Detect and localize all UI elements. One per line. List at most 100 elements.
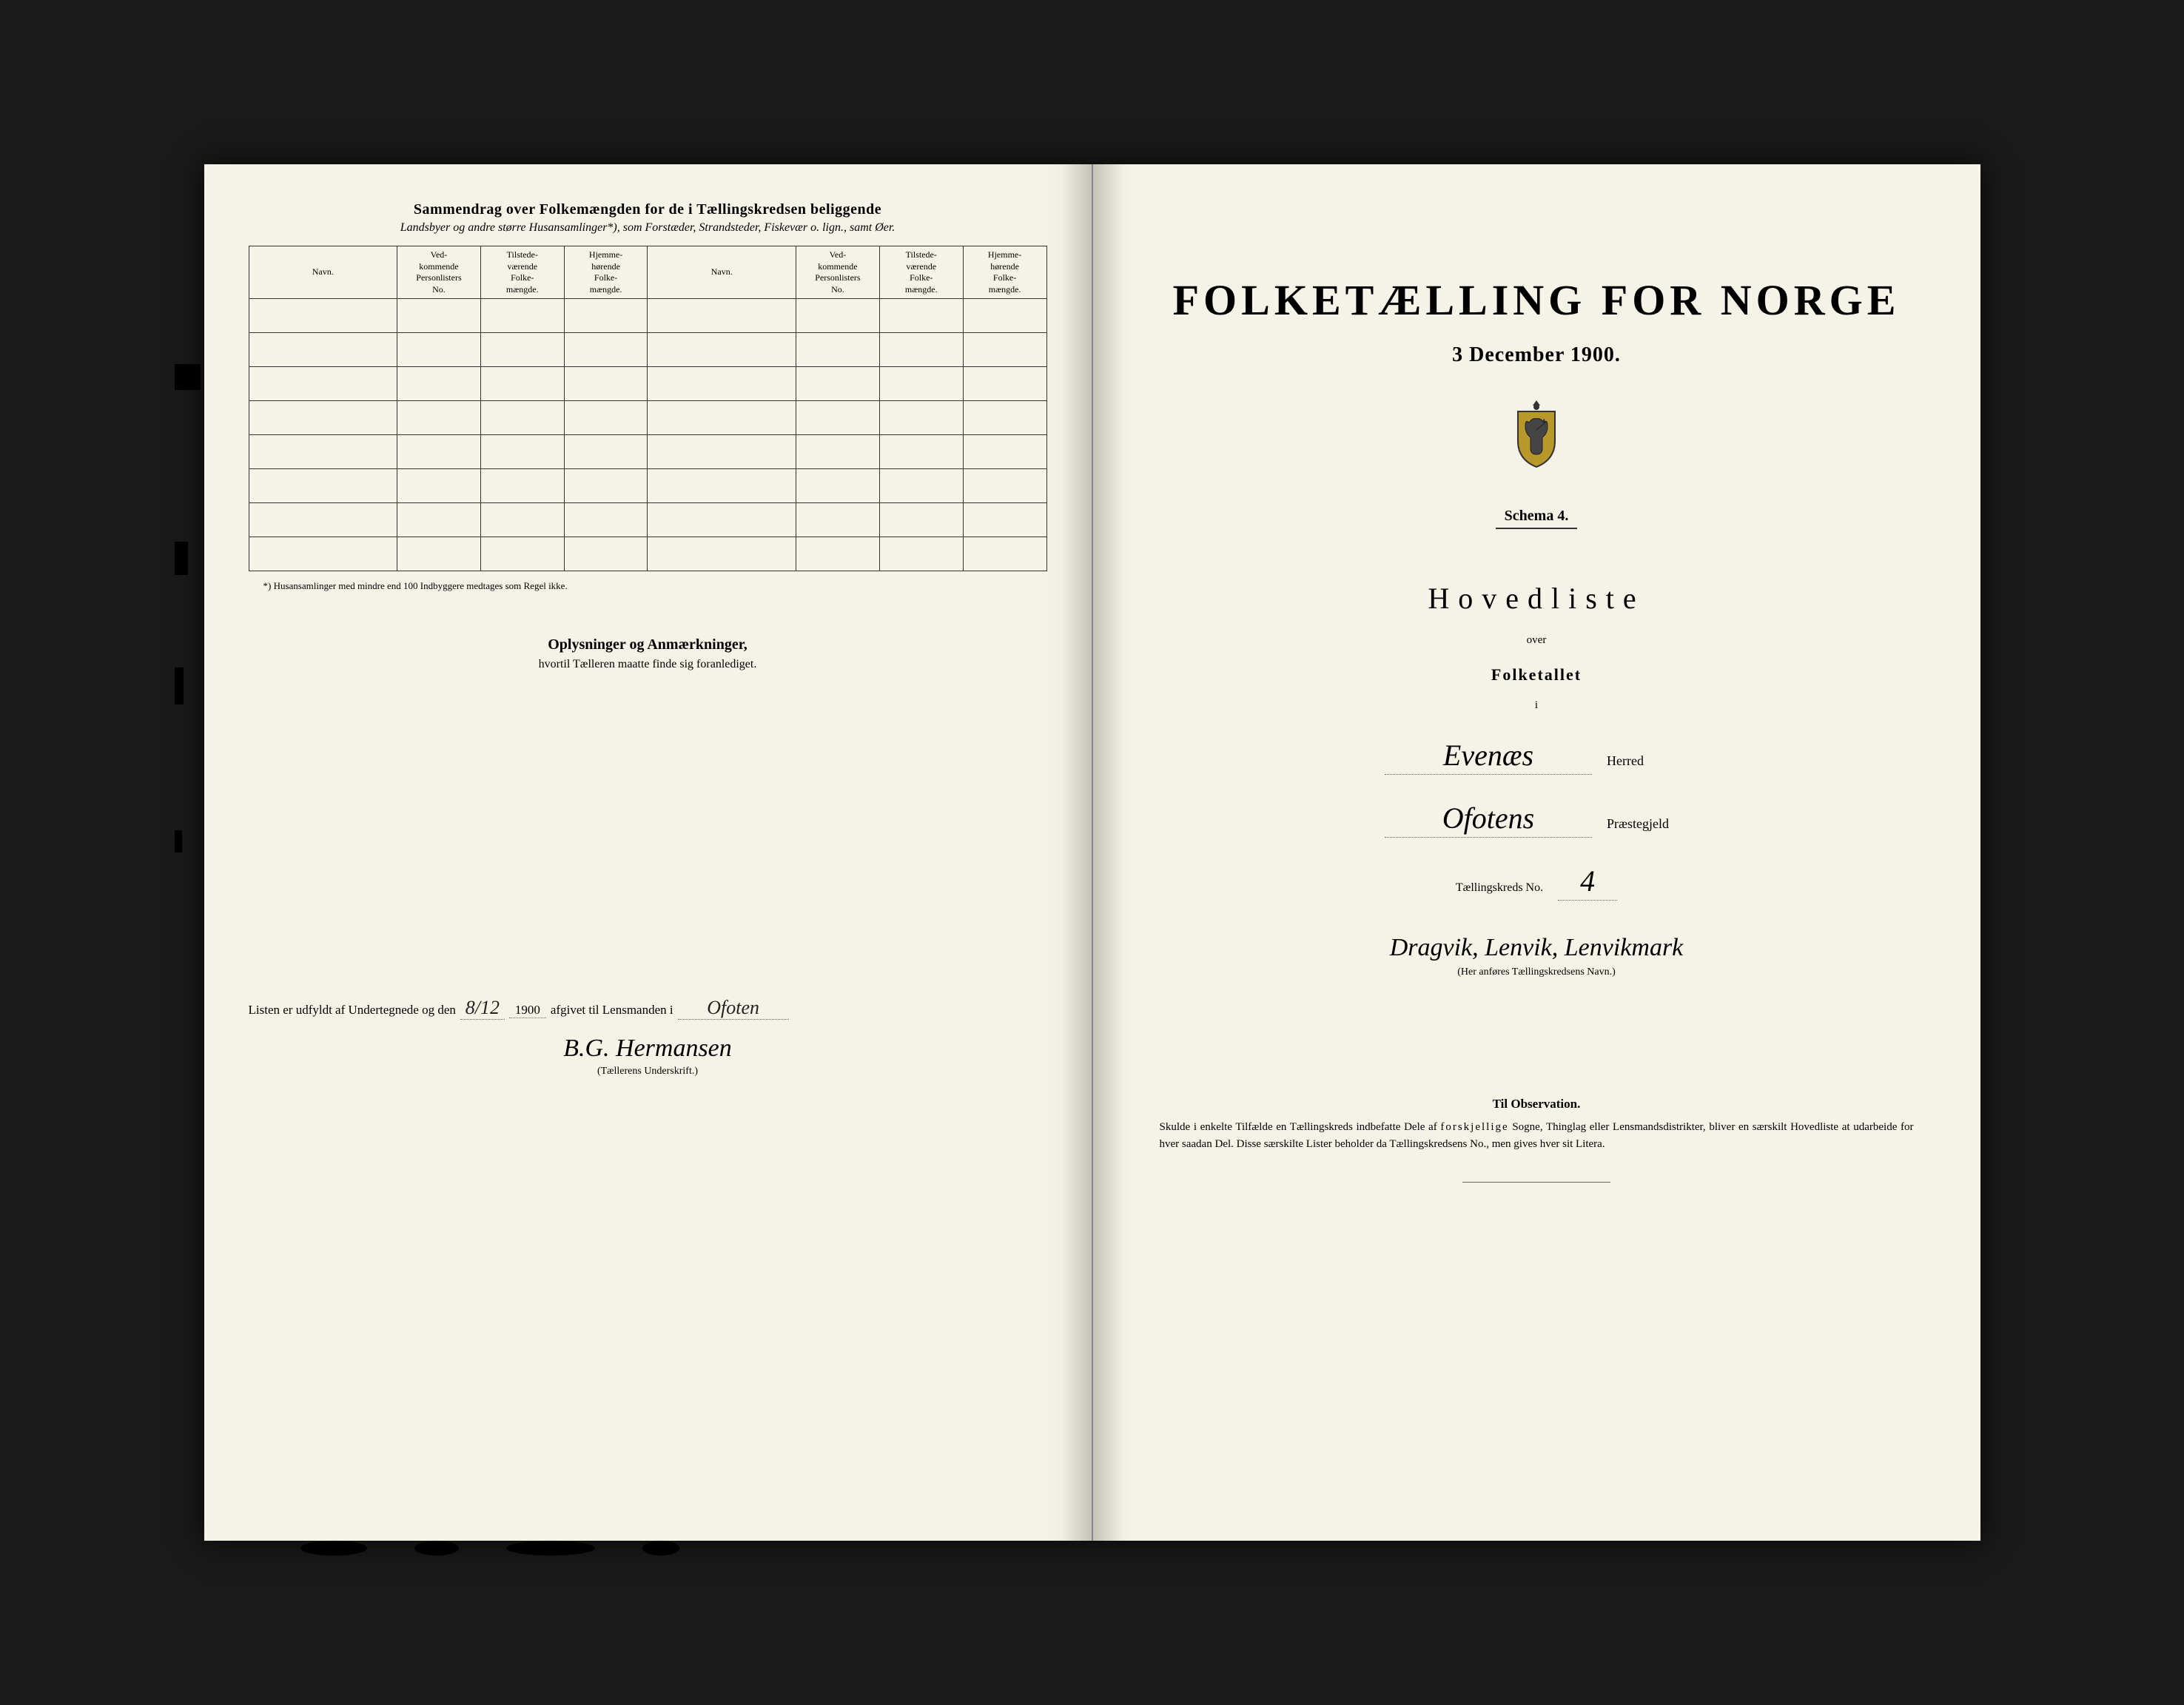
table-cell [397,299,481,333]
table-cell [249,333,397,367]
listen-prefix: Listen er udfyldt af Undertegnede og den [249,1003,456,1018]
table-cell [249,299,397,333]
i-text: i [1138,699,1936,712]
table-cell [879,401,963,435]
bottom-scan-smudges [278,1541,1906,1563]
oplysninger-title: Oplysninger og Anmærkninger, [249,636,1047,653]
table-cell [963,469,1046,503]
table-cell [397,435,481,469]
table-cell [963,299,1046,333]
herred-row: Evenæs Herred [1138,738,1936,775]
kreds-name: Dragvik, Lenvik, Lenvikmark [1138,934,1936,962]
th-3: Hjemme-hørendeFolke-mængde. [564,246,648,299]
left-title: Sammendrag over Folkemængden for de i Tæ… [249,201,1047,218]
schema-label: Schema 4. [1496,508,1578,529]
table-cell [796,367,880,401]
table-cell [480,503,564,537]
date-line: 3 December 1900. [1138,343,1936,367]
table-cell [879,435,963,469]
table-cell [564,367,648,401]
footnote: *) Husansamlinger med mindre end 100 Ind… [249,580,1047,592]
table-cell [648,401,796,435]
table-row [249,537,1046,571]
table-cell [796,333,880,367]
table-cell [480,299,564,333]
signature: B.G. Hermansen [249,1035,1047,1063]
table-cell [963,435,1046,469]
table-cell [879,333,963,367]
signature-block: B.G. Hermansen (Tællerens Underskrift.) [249,1035,1047,1077]
table-row [249,435,1046,469]
herred-value: Evenæs [1385,738,1592,775]
hovedliste: Hovedliste [1138,581,1936,616]
folketallet: Folketallet [1138,665,1936,685]
table-cell [249,401,397,435]
obs-t1: Skulde i enkelte Tilfælde en Tællingskre… [1160,1121,1441,1133]
table-cell [648,299,796,333]
table-row [249,469,1046,503]
table-cell [879,469,963,503]
table-cell [963,503,1046,537]
left-header: Sammendrag over Folkemængden for de i Tæ… [249,201,1047,235]
observation-section: Til Observation. Skulde i enkelte Tilfæl… [1138,1097,1936,1183]
table-cell [879,537,963,571]
table-cell [648,435,796,469]
table-cell [796,469,880,503]
obs-title: Til Observation. [1138,1097,1936,1112]
table-cell [480,333,564,367]
table-row [249,299,1046,333]
table-cell [397,367,481,401]
kreds-row: Tællingskreds No. 4 [1138,864,1936,901]
table-cell [249,435,397,469]
table-cell [249,503,397,537]
right-content: FOLKETÆLLING FOR NORGE 3 December 1900. … [1138,201,1936,1183]
table-cell [249,367,397,401]
sub-rest: og andre større Husansamlinger*), som Fo… [450,221,875,234]
sub-italic-1: Landsbyer [400,221,451,234]
book-spread: Sammendrag over Folkemængden for de i Tæ… [204,164,1980,1541]
th-1: Ved-kommendePersonlistersNo. [397,246,481,299]
table-body [249,299,1046,571]
table-cell [963,537,1046,571]
table-row [249,367,1046,401]
table-cell [397,537,481,571]
table-row [249,503,1046,537]
table-cell [480,401,564,435]
sub-italic-2: Øer. [875,221,895,234]
table-cell [480,435,564,469]
table-cell [397,469,481,503]
right-page: FOLKETÆLLING FOR NORGE 3 December 1900. … [1093,164,1980,1541]
table-cell [796,299,880,333]
table-cell [564,299,648,333]
listen-mid: afgivet til Lensmanden i [551,1003,673,1018]
oplysninger-section: Oplysninger og Anmærkninger, hvortil Tæl… [249,636,1047,671]
table-cell [796,435,880,469]
table-cell [480,537,564,571]
praestegjeld-value: Ofotens [1385,801,1592,838]
over-text: over [1138,634,1936,647]
table-cell [796,503,880,537]
table-cell [564,333,648,367]
table-cell [963,333,1046,367]
table-cell [564,503,648,537]
table-cell [648,333,796,367]
praestegjeld-row: Ofotens Præstegjeld [1138,801,1936,838]
table-cell [564,537,648,571]
table-cell [879,367,963,401]
table-cell [480,469,564,503]
table-cell [648,367,796,401]
main-title: FOLKETÆLLING FOR NORGE [1138,275,1936,325]
table-cell [564,401,648,435]
table-cell [648,503,796,537]
table-cell [249,537,397,571]
table-cell [879,299,963,333]
table-header-row: Navn. Ved-kommendePersonlistersNo. Tilst… [249,246,1046,299]
th-navn-2: Navn. [648,246,796,299]
th-navn-1: Navn. [249,246,397,299]
th-6: Tilstede-værendeFolke-mængde. [879,246,963,299]
signature-label: (Tællerens Underskrift.) [249,1066,1047,1077]
left-subtitle: Landsbyer og andre større Husansamlinger… [249,221,1047,235]
th-7: Hjemme-hørendeFolke-mængde. [963,246,1046,299]
coat-of-arms-icon [1507,397,1566,471]
table-cell [397,503,481,537]
